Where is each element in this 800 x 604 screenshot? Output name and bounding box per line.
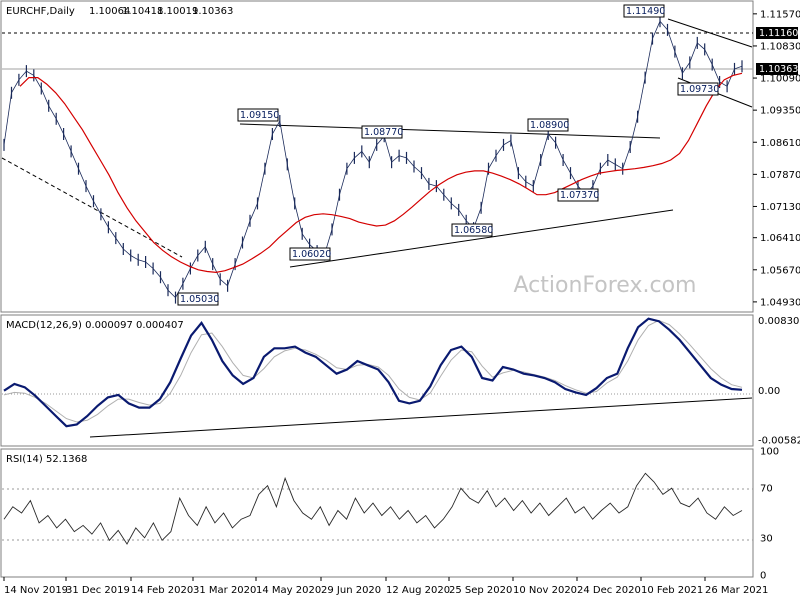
annotation-box [361, 125, 403, 139]
x-tick-label: 10 Nov 2020 [513, 585, 577, 596]
ohlc-open: 1.10064 [89, 6, 130, 17]
annotation-box [237, 108, 279, 122]
annotation-box [623, 4, 665, 18]
rsi-title: RSI(14) 52.1368 [6, 454, 87, 465]
falling-channel-top [667, 18, 753, 48]
chart-title: EURCHF,Daily [6, 6, 75, 17]
rsi-tick-label: 70 [760, 484, 773, 495]
price-tick-label: 1.07130 [760, 202, 800, 213]
rsi-panel [0, 448, 754, 578]
price-axis-labels: 1.11570 1.10830 1.10090 1.09350 1.08610 1.078… [753, 9, 800, 308]
price-tick-label: 1.10830 [760, 41, 800, 52]
price-tick-label: 1.05670 [760, 265, 800, 276]
resistance-tag: 1.11160 [756, 27, 798, 39]
macd-tick-label: 0.00 [758, 386, 780, 397]
price-tick-label: 1.08610 [760, 138, 800, 149]
x-tick-label: 14 Feb 2020 [131, 585, 193, 596]
annotation-box [289, 247, 331, 261]
annotation-label: 1.09730 [680, 84, 719, 95]
annotation-box [451, 223, 493, 237]
x-tick-label: 12 Aug 2020 [386, 585, 450, 596]
current-price-tag: 1.10363 [756, 63, 798, 75]
price-tick-label: 1.09350 [760, 106, 800, 117]
annotation-label: 1.06580 [454, 225, 493, 236]
price-tick-label: 1.04930 [760, 297, 800, 308]
moving-average-line [19, 72, 743, 274]
macd-title: MACD(12,26,9) 0.000097 0.000407 [6, 320, 184, 331]
annotation-box [677, 82, 719, 96]
x-tick-label: 29 Jun 2020 [321, 585, 381, 596]
annotation-label: 1.05030 [180, 294, 219, 305]
ohlc-low: 1.10019 [157, 6, 198, 17]
macd-signal-line [3, 319, 743, 423]
macd-line [3, 317, 743, 428]
upper-channel-line [239, 123, 661, 139]
price-tick-label: 1.07870 [760, 170, 800, 181]
x-tick-label: 24 Dec 2020 [577, 585, 641, 596]
macd-panel [0, 314, 754, 447]
ohlc-close: 1.10363 [192, 6, 233, 17]
rsi-axis-labels: 100 70 30 0 [760, 447, 779, 582]
annotation-label: 1.08900 [530, 120, 569, 131]
annotation-box [527, 118, 569, 132]
x-tick-label: 31 Mar 2020 [193, 585, 256, 596]
price-close-line [3, 20, 743, 299]
x-tick-label: 10 Feb 2021 [641, 585, 703, 596]
price-tick-label: 1.06410 [760, 233, 800, 244]
price-series [3, 15, 743, 304]
rsi-tick-label: 0 [760, 571, 766, 582]
x-tick-label: 14 May 2020 [256, 585, 321, 596]
rsi-tick-label: 30 [760, 533, 773, 544]
annotation-label: 1.09150 [240, 110, 279, 121]
annotation-label: 1.08770 [364, 127, 403, 138]
rsi-tick-label: 100 [760, 447, 779, 458]
macd-support-line [89, 397, 753, 438]
current-price-tag-text: 1.10363 [759, 64, 798, 75]
price-tick-label: 1.11570 [760, 9, 800, 20]
macd-tick-label: 0.008307 [758, 316, 800, 327]
macd-axis-labels: 0.008307 0.00 -0.005828 [758, 316, 800, 447]
rsi-line [3, 472, 743, 545]
annotation-box [557, 188, 599, 202]
x-tick-label: 14 Nov 2019 [4, 585, 68, 596]
resistance-tag-text: 1.11160 [759, 28, 798, 39]
x-tick-label: 26 Mar 2021 [705, 585, 768, 596]
price-annotations: 1.11490 1.09730 1.09150 1.08770 1.08900 1.073… [177, 4, 719, 306]
annotation-box [177, 292, 219, 306]
price-tick-label: 1.10090 [760, 74, 800, 85]
macd-tick-label: -0.005828 [758, 436, 800, 447]
watermark: ActionForex.com [514, 273, 697, 298]
lower-uptrend-line [289, 209, 674, 268]
x-tick-label: 25 Sep 2020 [449, 585, 512, 596]
rsi-series [3, 472, 743, 545]
macd-series [3, 317, 743, 428]
x-tick-label: 31 Dec 2019 [66, 585, 130, 596]
annotation-label: 1.11490 [626, 6, 665, 17]
annotation-label: 1.07370 [560, 190, 599, 201]
price-panel [0, 0, 754, 313]
ohlc-high: 1.10418 [122, 6, 163, 17]
annotation-label: 1.06020 [292, 249, 331, 260]
